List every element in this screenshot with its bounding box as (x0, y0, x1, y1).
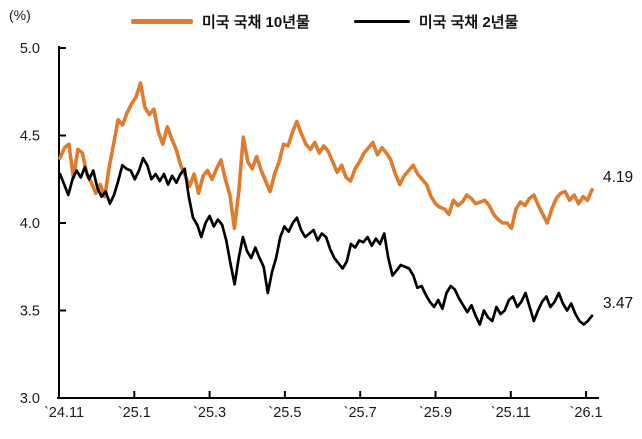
series-line-us-2y (58, 156, 594, 326)
x-axis-tick-label: `24.11 (44, 405, 84, 421)
legend-item-us-10y: 미국 국채 10년물 (131, 11, 310, 32)
y-axis-tick-label: 3.5 (20, 304, 40, 320)
x-axis-tick-label: `26.1 (570, 405, 603, 421)
legend-item-us-2y: 미국 국채 2년물 (353, 11, 519, 32)
legend-label-us-10y: 미국 국채 10년물 (202, 14, 310, 31)
x-axis-tick-label: `25.5 (268, 405, 301, 421)
x-axis-tick-label: `25.7 (344, 405, 377, 421)
x-axis-tick-label: `25.9 (419, 405, 452, 421)
y-axis-tick-label: 4.0 (20, 216, 40, 232)
y-axis-unit-label: (%) (9, 7, 31, 23)
y-axis-tick-label: 4.5 (20, 129, 40, 145)
legend-line-2y-icon (353, 20, 410, 23)
x-axis-tick-label: `25.3 (193, 405, 226, 421)
end-value-label-10y: 4.19 (603, 169, 633, 186)
y-axis-tick-label: 5.0 (20, 41, 40, 57)
x-axis-tick-label: `25.11 (491, 405, 531, 421)
chart-legend: 미국 국채 10년물 미국 국채 2년물 (131, 11, 518, 32)
x-axis-tick-label: `25.1 (118, 405, 151, 421)
end-value-label-2y: 3.47 (603, 295, 633, 312)
legend-line-10y-icon (131, 19, 193, 24)
series-line-us-10y (58, 81, 594, 230)
y-axis-tick-label: 3.0 (20, 391, 40, 407)
legend-label-us-2y: 미국 국채 2년물 (418, 14, 519, 31)
